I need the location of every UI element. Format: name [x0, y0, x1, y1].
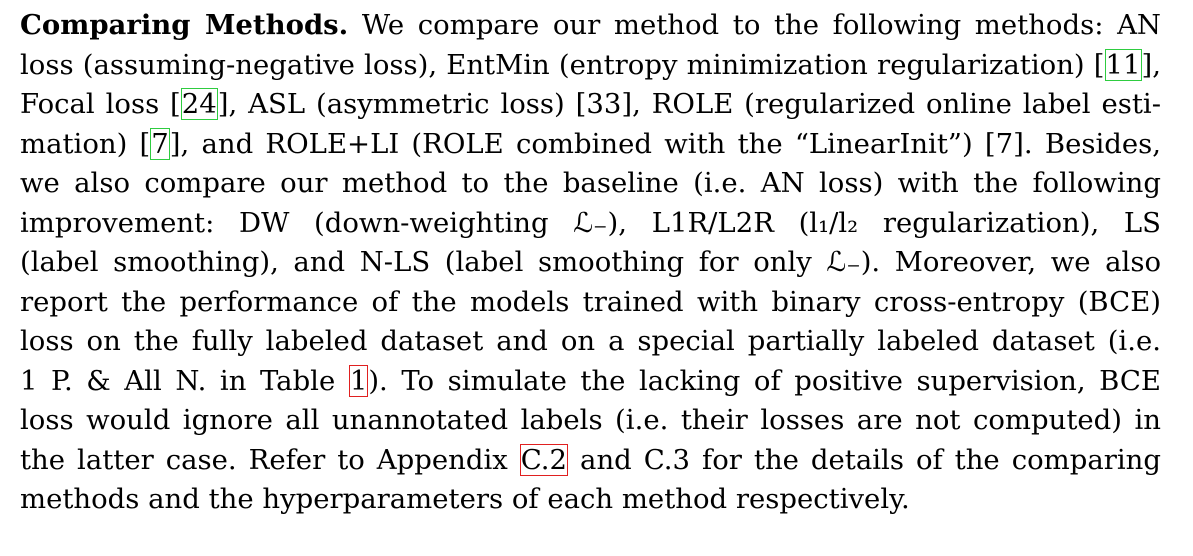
line-text: 1 P. & All N. in Table — [20, 364, 349, 397]
paragraph-line: mation) [7], and ROLE+LI (ROLE combined … — [20, 125, 1161, 165]
paragraph-line: loss would ignore all unannotated labels… — [20, 401, 1161, 441]
line-text: and C.3 for the details of the comparing — [568, 443, 1161, 476]
paragraph-line: Focal loss [24], ASL (asymmetric loss) [… — [20, 85, 1161, 125]
line-text: Focal loss [ — [20, 88, 181, 120]
citation-link[interactable]: 11 — [1104, 48, 1142, 81]
paper-paragraph: Comparing Methods. We compare our method… — [20, 6, 1161, 520]
paragraph-line: 1 P. & All N. in Table 1). To simulate t… — [20, 362, 1161, 402]
line-text: ], ASL (asymmetric loss) [33], ROLE (reg… — [217, 88, 1161, 120]
paragraph-line: loss on the fully labeled dataset and on… — [20, 322, 1161, 362]
line-text: we also compare our method to the baseli… — [20, 167, 1161, 199]
paragraph-line: (label smoothing), and N-LS (label smoot… — [20, 243, 1161, 283]
line-text: ). To simulate the lacking of positive s… — [368, 364, 1161, 397]
line-text: loss on the fully labeled dataset and on… — [20, 325, 1161, 357]
paragraph-line: loss (assuming-negative loss), EntMin (e… — [20, 46, 1161, 86]
paragraph-lead-heading: Comparing Methods. — [20, 9, 349, 41]
citation-link[interactable]: 24 — [180, 88, 218, 120]
line-text: improvement: DW (down-weighting ℒ₋), L1R… — [20, 206, 1161, 239]
paragraph-line: report the performance of the models tra… — [20, 283, 1161, 323]
line-text: We compare our method to the following m… — [348, 9, 1161, 41]
line-text: methods and the hyperparameters of each … — [20, 483, 910, 515]
paragraph-line: the latter case. Refer to Appendix C.2 a… — [20, 441, 1161, 481]
line-text: the latter case. Refer to Appendix — [20, 443, 520, 476]
paragraph-line: methods and the hyperparameters of each … — [20, 480, 1161, 520]
line-text: (label smoothing), and N-LS (label smoot… — [20, 246, 1161, 278]
line-text: ], and ROLE+LI (ROLE combined with the “… — [169, 127, 1161, 160]
paragraph-line: Comparing Methods. We compare our method… — [20, 6, 1161, 46]
appendix-reference-link[interactable]: C.2 — [519, 443, 569, 476]
line-text: loss (assuming-negative loss), EntMin (e… — [20, 48, 1105, 81]
line-text: report the performance of the models tra… — [20, 285, 1161, 318]
citation-link[interactable]: 7 — [150, 127, 170, 160]
paragraph-line: improvement: DW (down-weighting ℒ₋), L1R… — [20, 204, 1161, 244]
line-text: mation) [ — [20, 127, 151, 160]
table-reference-link[interactable]: 1 — [348, 364, 369, 397]
line-text: loss would ignore all unannotated labels… — [20, 404, 1161, 436]
line-text: ], — [1141, 48, 1161, 81]
paragraph-line: we also compare our method to the baseli… — [20, 164, 1161, 204]
